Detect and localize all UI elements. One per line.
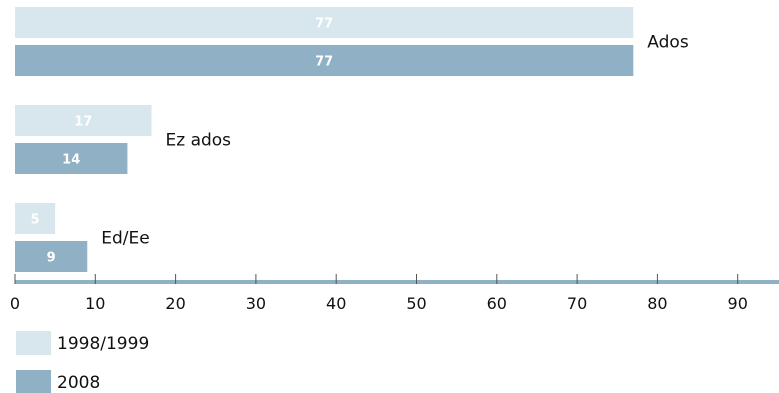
legend-swatch — [16, 331, 51, 355]
x-tick-label: 50 — [406, 294, 426, 313]
x-tick-label: 90 — [728, 294, 748, 313]
x-axis-line — [15, 280, 779, 284]
bar-value-label: 17 — [74, 115, 92, 130]
x-tick-label: 80 — [647, 294, 667, 313]
x-tick-label: 40 — [326, 294, 346, 313]
bar-series1-1 — [15, 105, 152, 136]
bar-value-label: 5 — [31, 213, 40, 228]
bar-series2-1 — [15, 143, 128, 174]
x-tick-label: 20 — [165, 294, 185, 313]
category-label: Ados — [647, 33, 689, 53]
bar-value-label: 14 — [62, 153, 80, 168]
x-tick-label: 60 — [487, 294, 507, 313]
legend-swatch — [16, 370, 51, 393]
x-tick-label: 70 — [567, 294, 587, 313]
x-tick-label: 30 — [246, 294, 266, 313]
bar-series2-2 — [15, 241, 88, 272]
bar-value-label: 77 — [315, 55, 333, 70]
bar-series2-0 — [15, 45, 634, 76]
bar-series1-0 — [15, 7, 634, 38]
category-label: Ez ados — [166, 131, 232, 151]
x-tick-label: 10 — [85, 294, 105, 313]
legend-label: 2008 — [57, 373, 100, 393]
bar-series1-2 — [15, 203, 56, 234]
category-label: Ed/Ee — [101, 229, 149, 249]
bar-value-label: 77 — [315, 17, 333, 32]
x-tick-label: 0 — [10, 294, 20, 313]
legend-label: 1998/1999 — [57, 334, 149, 354]
bar-value-label: 9 — [47, 251, 56, 266]
